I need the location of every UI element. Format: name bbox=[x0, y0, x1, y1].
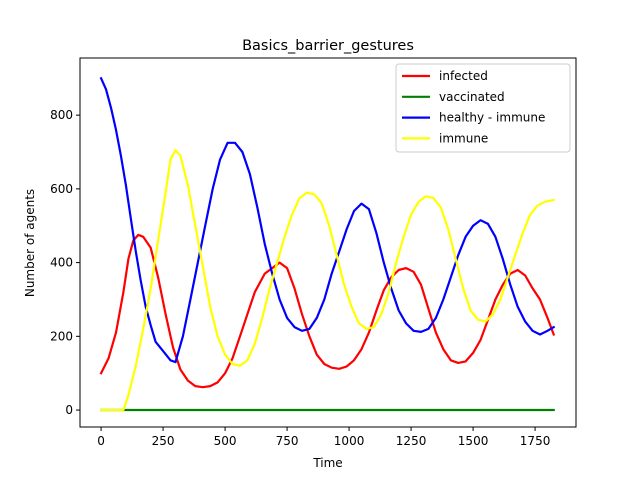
plot-area bbox=[99, 76, 556, 412]
legend-label-healthy-immune: healthy - immune bbox=[439, 111, 545, 125]
chart-title: Basics_barrier_gestures bbox=[242, 38, 414, 54]
series-line-healthy-immune bbox=[99, 76, 556, 364]
y-axis-label: Number of agents bbox=[23, 189, 37, 297]
series-line-infected bbox=[99, 233, 556, 389]
x-axis-label: Time bbox=[312, 456, 342, 470]
legend-label-vaccinated: vaccinated bbox=[439, 90, 505, 104]
x-tick-label: 250 bbox=[152, 434, 175, 448]
series-line-immune bbox=[100, 149, 556, 412]
legend-label-immune: immune bbox=[439, 131, 488, 145]
y-tick-label: 200 bbox=[50, 329, 73, 343]
x-tick-label: 500 bbox=[214, 434, 237, 448]
x-tick-label: 1750 bbox=[520, 434, 551, 448]
x-tick-label: 1000 bbox=[334, 434, 365, 448]
x-tick-label: 1500 bbox=[458, 434, 489, 448]
x-tick-label: 1250 bbox=[396, 434, 427, 448]
axes: 0 250 500 750 1000 1250 1500 1750 0 200 400 600 800 bbox=[50, 57, 577, 448]
x-tick-label: 0 bbox=[97, 434, 105, 448]
legend: infected vaccinated healthy - immune immune bbox=[395, 63, 571, 153]
x-tick-label: 750 bbox=[276, 434, 299, 448]
y-tick-label: 600 bbox=[50, 182, 73, 196]
axes-frame bbox=[79, 57, 577, 428]
y-tick-label: 0 bbox=[65, 403, 73, 417]
y-tick-label: 400 bbox=[50, 256, 73, 270]
legend-box bbox=[395, 63, 571, 153]
y-tick-label: 800 bbox=[50, 108, 73, 122]
legend-label-infected: infected bbox=[439, 69, 488, 83]
